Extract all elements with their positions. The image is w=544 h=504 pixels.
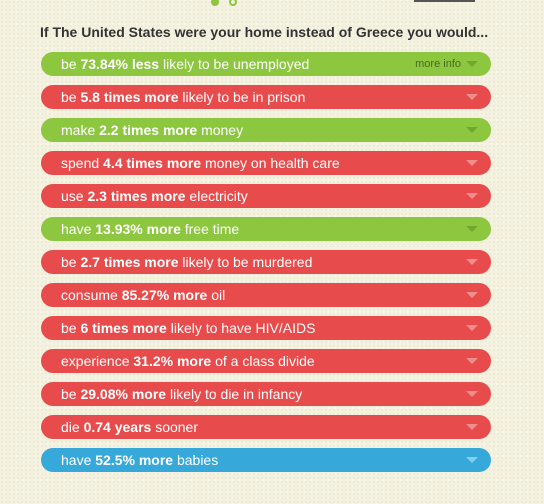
comparison-verb: die (61, 419, 84, 435)
chevron-down-icon[interactable] (466, 61, 478, 67)
comparison-subject: likely to have HIV/AIDS (166, 320, 316, 336)
comparison-row[interactable]: use 2.3 times more electricity (41, 184, 491, 208)
comparison-verb: consume (61, 287, 122, 303)
comparison-text: have 52.5% more babies (61, 452, 218, 468)
chevron-down-icon[interactable] (466, 259, 478, 265)
more-info-toggle[interactable] (466, 316, 478, 340)
comparison-text: make 2.2 times more money (61, 122, 243, 138)
top-decoration (0, 0, 544, 8)
more-info-toggle[interactable] (466, 184, 478, 208)
comparison-text: die 0.74 years sooner (61, 419, 198, 435)
comparison-verb: be (61, 320, 81, 336)
chevron-down-icon[interactable] (466, 391, 478, 397)
comparison-value: 4.4 times more (103, 155, 202, 171)
comparison-value: 73.84% less (80, 56, 160, 72)
more-info-toggle[interactable] (466, 217, 478, 241)
more-info-toggle[interactable] (466, 448, 478, 472)
top-divider (414, 0, 475, 2)
chevron-down-icon[interactable] (466, 457, 478, 463)
chevron-down-icon[interactable] (466, 160, 478, 166)
comparison-verb: have (61, 221, 96, 237)
comparison-verb: be (61, 89, 81, 105)
comparison-subject: sooner (151, 419, 199, 435)
comparison-subject: money (197, 122, 244, 138)
more-info-toggle[interactable] (466, 283, 478, 307)
comparison-row[interactable]: experience 31.2% more of a class divide (41, 349, 491, 373)
comparison-text: spend 4.4 times more money on health car… (61, 155, 340, 171)
comparison-value: 31.2% more (133, 353, 212, 369)
comparison-text: experience 31.2% more of a class divide (61, 353, 315, 369)
chevron-down-icon[interactable] (466, 358, 478, 364)
comparison-subject: babies (173, 452, 219, 468)
carousel-dot[interactable] (229, 0, 237, 6)
comparison-text: be 6 times more likely to have HIV/AIDS (61, 320, 315, 336)
comparison-subject: likely to be unemployed (159, 56, 310, 72)
comparison-value: 0.74 years (83, 419, 152, 435)
comparison-value: 6 times more (80, 320, 167, 336)
comparison-value: 2.3 times more (87, 188, 186, 204)
chevron-down-icon[interactable] (466, 424, 478, 430)
comparison-verb: be (61, 56, 81, 72)
comparison-verb: have (61, 452, 96, 468)
comparison-row[interactable]: be 5.8 times more likely to be in prison (41, 85, 491, 109)
comparison-row[interactable]: be 29.08% more likely to die in infancy (41, 382, 491, 406)
comparison-value: 2.2 times more (99, 122, 198, 138)
comparison-value: 5.8 times more (80, 89, 179, 105)
comparison-subject: likely to be in prison (178, 89, 306, 105)
comparison-verb: use (61, 188, 88, 204)
comparison-list: be 73.84% less likely to be unemployed mo… (41, 52, 491, 481)
comparison-subject: free time (180, 221, 240, 237)
comparison-row[interactable]: spend 4.4 times more money on health car… (41, 151, 491, 175)
more-info-toggle[interactable] (466, 85, 478, 109)
comparison-subject: money on health care (201, 155, 340, 171)
comparison-verb: be (61, 254, 81, 270)
chevron-down-icon[interactable] (466, 325, 478, 331)
comparison-row[interactable]: consume 85.27% more oil (41, 283, 491, 307)
comparison-value: 52.5% more (95, 452, 174, 468)
chevron-down-icon[interactable] (466, 292, 478, 298)
comparison-text: be 29.08% more likely to die in infancy (61, 386, 302, 402)
comparison-subject: of a class divide (211, 353, 315, 369)
comparison-row[interactable]: make 2.2 times more money (41, 118, 491, 142)
comparison-value: 29.08% more (80, 386, 167, 402)
more-info-toggle[interactable] (466, 250, 478, 274)
comparison-verb: experience (61, 353, 134, 369)
more-info-toggle[interactable] (466, 349, 478, 373)
comparison-value: 13.93% more (95, 221, 181, 237)
more-info-toggle[interactable] (466, 118, 478, 142)
more-info-toggle[interactable]: more info (415, 52, 478, 76)
more-info-toggle[interactable] (466, 151, 478, 175)
comparison-text: be 73.84% less likely to be unemployed (61, 56, 309, 72)
comparison-row[interactable]: have 13.93% more free time (41, 217, 491, 241)
comparison-text: be 2.7 times more likely to be murdered (61, 254, 312, 270)
comparison-subject: likely to die in infancy (166, 386, 303, 402)
carousel-dot-active[interactable] (211, 0, 219, 6)
chevron-down-icon[interactable] (466, 226, 478, 232)
comparison-verb: be (61, 386, 81, 402)
comparison-row[interactable]: have 52.5% more babies (41, 448, 491, 472)
comparison-verb: make (61, 122, 100, 138)
comparison-row[interactable]: die 0.74 years sooner (41, 415, 491, 439)
more-info-toggle[interactable] (466, 382, 478, 406)
comparison-value: 85.27% more (121, 287, 208, 303)
comparison-text: consume 85.27% more oil (61, 287, 225, 303)
more-info-toggle[interactable] (466, 415, 478, 439)
chevron-down-icon[interactable] (466, 193, 478, 199)
comparison-row[interactable]: be 2.7 times more likely to be murdered (41, 250, 491, 274)
comparison-text: have 13.93% more free time (61, 221, 239, 237)
comparison-text: use 2.3 times more electricity (61, 188, 248, 204)
comparison-verb: spend (61, 155, 104, 171)
comparison-row[interactable]: be 73.84% less likely to be unemployed mo… (41, 52, 491, 76)
page-heading: If The United States were your home inst… (40, 24, 489, 40)
comparison-subject: electricity (185, 188, 248, 204)
chevron-down-icon[interactable] (466, 127, 478, 133)
comparison-text: be 5.8 times more likely to be in prison (61, 89, 305, 105)
more-info-label[interactable]: more info (415, 58, 461, 70)
comparison-subject: likely to be murdered (178, 254, 313, 270)
comparison-row[interactable]: be 6 times more likely to have HIV/AIDS (41, 316, 491, 340)
chevron-down-icon[interactable] (466, 94, 478, 100)
comparison-value: 2.7 times more (80, 254, 179, 270)
comparison-subject: oil (207, 287, 226, 303)
